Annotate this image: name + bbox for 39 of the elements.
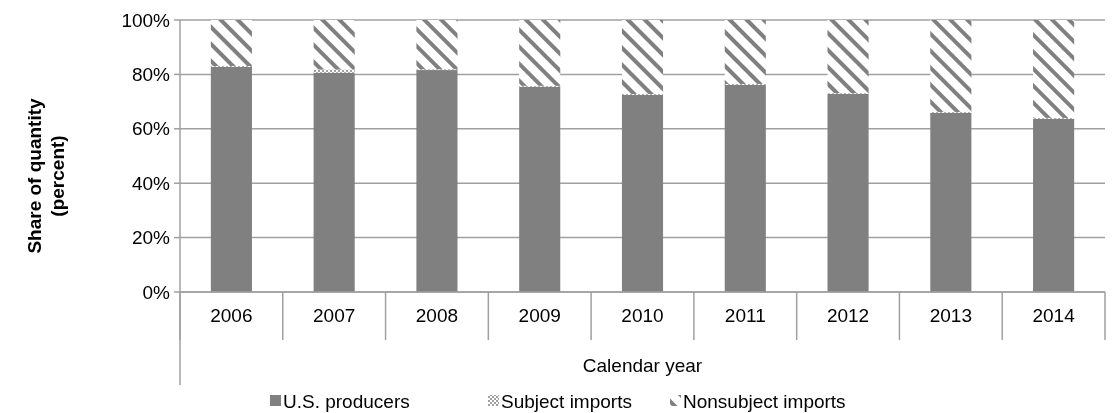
x-tick-label: 2013 [929, 305, 972, 326]
y-axis-title: Share of quantity (percent) [23, 97, 69, 254]
bar [1033, 20, 1075, 118]
bar [621, 20, 664, 94]
bar [621, 94, 664, 292]
y-tick-label: 0% [142, 281, 171, 303]
x-tick-label: 2014 [1032, 305, 1076, 326]
bar [210, 20, 252, 66]
bar [210, 66, 252, 292]
bar [827, 93, 869, 292]
y-tick-label: 80% [131, 64, 171, 86]
y-tick-label: 60% [131, 118, 171, 140]
legend-label: Nonsubject imports [683, 390, 846, 412]
x-tick-label: 2006 [210, 305, 253, 326]
bar [519, 20, 561, 86]
x-tick-label: 2008 [415, 305, 459, 326]
x-axis-title: Calendar year [582, 355, 703, 376]
bar [313, 69, 355, 73]
bar [313, 72, 355, 292]
y-tick-label: 20% [131, 227, 171, 249]
bar [519, 86, 561, 292]
bar [724, 20, 766, 84]
bar [416, 70, 458, 292]
bar [827, 20, 869, 94]
y-tick-label: 100% [121, 9, 171, 31]
x-tick-label: 2011 [724, 305, 766, 326]
x-tick-label: 2007 [313, 305, 356, 326]
x-tick-label: 2010 [621, 305, 664, 326]
bar [724, 84, 766, 292]
bar [930, 112, 972, 292]
bar [930, 20, 972, 112]
x-tick-label: 2009 [518, 305, 561, 326]
x-tick-label: 2012 [826, 305, 870, 326]
bar [1033, 118, 1075, 292]
y-tick-label: 40% [131, 172, 171, 194]
bar [416, 20, 458, 70]
legend-label: Subject imports [501, 390, 632, 412]
legend-label: U.S. producers [283, 390, 410, 412]
bar [313, 20, 355, 70]
